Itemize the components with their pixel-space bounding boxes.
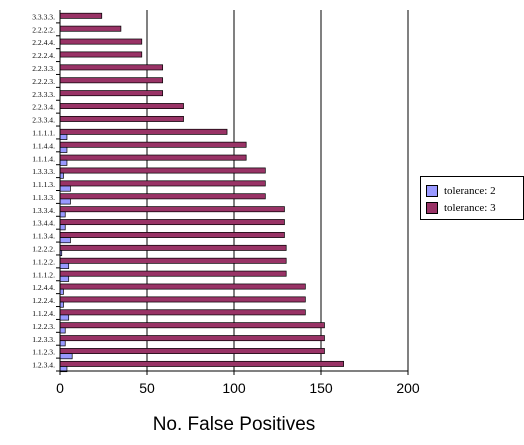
bar-tol3-10 xyxy=(59,141,247,148)
y-tick-label-2: 2.2.4.4. xyxy=(32,38,55,47)
legend-item-tolerance-3: tolerance: 3 xyxy=(426,201,496,215)
y-tick-label-11: 1.1.1.4. xyxy=(32,154,55,163)
y-tick-label-21: 1.2.4.4. xyxy=(32,283,55,292)
y-tick-label-10: 1.1.4.4. xyxy=(32,141,55,150)
x-tick-label-0: 0 xyxy=(56,380,64,396)
legend-label-tolerance-3: tolerance: 3 xyxy=(444,202,496,214)
y-tick-label-23: 1.1.2.4. xyxy=(32,309,55,318)
bar-tol2-21 xyxy=(59,288,64,295)
bar-tol3-25 xyxy=(59,335,325,342)
y-tick-label-6: 2.3.3.3. xyxy=(32,90,55,99)
bar-tol3-9 xyxy=(59,128,228,135)
bar-tol3-7 xyxy=(59,103,184,109)
bar-tol3-22 xyxy=(59,296,306,303)
bar-tol3-3 xyxy=(59,51,143,58)
bar-tol2-26 xyxy=(59,353,73,360)
legend-swatch-tolerance-3 xyxy=(426,202,438,214)
bar-tol3-4 xyxy=(59,64,164,71)
y-tick-label-9: 1.1.1.1. xyxy=(32,128,55,137)
bar-tol3-21 xyxy=(59,283,306,290)
bar-tol2-24 xyxy=(59,327,66,334)
bar-tol3-15 xyxy=(59,206,285,213)
bar-tol3-20 xyxy=(59,270,287,277)
bar-tol2-19 xyxy=(59,263,70,269)
bar-tol3-5 xyxy=(59,77,164,84)
bar-tol3-0 xyxy=(59,12,103,19)
x-tick-label-100: 100 xyxy=(222,380,246,396)
bar-tol2-9 xyxy=(59,134,68,140)
bar-tol3-2 xyxy=(59,38,143,45)
bar-tol3-6 xyxy=(59,90,164,97)
y-tick-label-7: 2.2.3.4. xyxy=(32,103,55,112)
bar-tol2-15 xyxy=(59,211,66,218)
bar-tol3-14 xyxy=(59,193,266,200)
y-tick-label-14: 1.1.3.3. xyxy=(32,193,55,202)
x-axis-label: No. False Positives xyxy=(152,414,316,435)
y-tick-label-3: 2.2.2.4. xyxy=(32,51,55,60)
y-tick-label-8: 2.3.3.4. xyxy=(32,116,55,125)
bar-tol3-19 xyxy=(59,257,287,264)
y-tick-label-26: 1.1.2.3. xyxy=(32,348,55,357)
y-tick-label-16: 1.3.4.4. xyxy=(32,219,55,228)
bar-tol2-23 xyxy=(59,314,70,321)
bar-tol3-13 xyxy=(59,180,266,187)
bar-tol3-8 xyxy=(59,115,184,122)
legend-label-tolerance-2: tolerance: 2 xyxy=(444,185,496,197)
y-tick-label-1: 2.2.2.2. xyxy=(32,25,55,34)
x-tick-label-200: 200 xyxy=(396,380,420,396)
bar-tol2-14 xyxy=(59,198,71,205)
bar-tol3-18 xyxy=(59,244,287,251)
legend-swatch-tolerance-2 xyxy=(426,185,438,197)
y-tick-label-17: 1.1.3.4. xyxy=(32,232,55,241)
bar-tol2-25 xyxy=(59,340,66,347)
bar-tol3-12 xyxy=(59,167,266,174)
bar-tol2-20 xyxy=(59,275,70,282)
x-tick-label-50: 50 xyxy=(139,380,155,396)
bar-tol2-11 xyxy=(59,159,68,166)
y-tick-label-4: 2.2.3.3. xyxy=(32,64,55,73)
legend-item-tolerance-2: tolerance: 2 xyxy=(426,184,496,198)
y-tick-label-13: 1.1.1.3. xyxy=(32,180,55,189)
bar-tol3-11 xyxy=(59,154,247,161)
bar-tol3-27 xyxy=(59,360,344,367)
y-tick-label-18: 1.2.2.2. xyxy=(32,245,55,254)
y-tick-label-25: 1.2.3.3. xyxy=(32,335,55,344)
bar-tol3-23 xyxy=(59,309,306,316)
bar-tol3-17 xyxy=(59,232,285,238)
y-tick-label-5: 2.2.2.3. xyxy=(32,77,55,86)
bar-tol2-22 xyxy=(59,301,64,308)
bar-tol3-1 xyxy=(59,25,122,32)
bar-tol3-16 xyxy=(59,219,285,226)
bar-tol2-12 xyxy=(59,172,64,179)
y-tick-label-22: 1.2.2.4. xyxy=(32,296,55,305)
bar-tol2-17 xyxy=(59,237,71,244)
y-tick-label-20: 1.1.1.2. xyxy=(32,270,55,279)
x-tick-label-150: 150 xyxy=(309,380,333,396)
y-tick-label-19: 1.1.2.2. xyxy=(32,257,55,266)
bar-tol2-16 xyxy=(59,224,66,231)
chart-legend: tolerance: 2 tolerance: 3 xyxy=(420,176,524,220)
y-tick-label-12: 1.3.3.3. xyxy=(32,167,55,176)
y-tick-label-24: 1.2.2.3. xyxy=(32,322,55,331)
bar-tol2-10 xyxy=(59,146,68,153)
bar-tol2-13 xyxy=(59,185,71,192)
y-tick-label-0: 3.3.3.3. xyxy=(32,12,55,21)
bar-tol3-26 xyxy=(59,348,325,354)
y-tick-label-27: 1.2.3.4. xyxy=(32,361,55,370)
bar-tol3-24 xyxy=(59,322,325,329)
y-tick-label-15: 1.3.3.4. xyxy=(32,206,55,215)
